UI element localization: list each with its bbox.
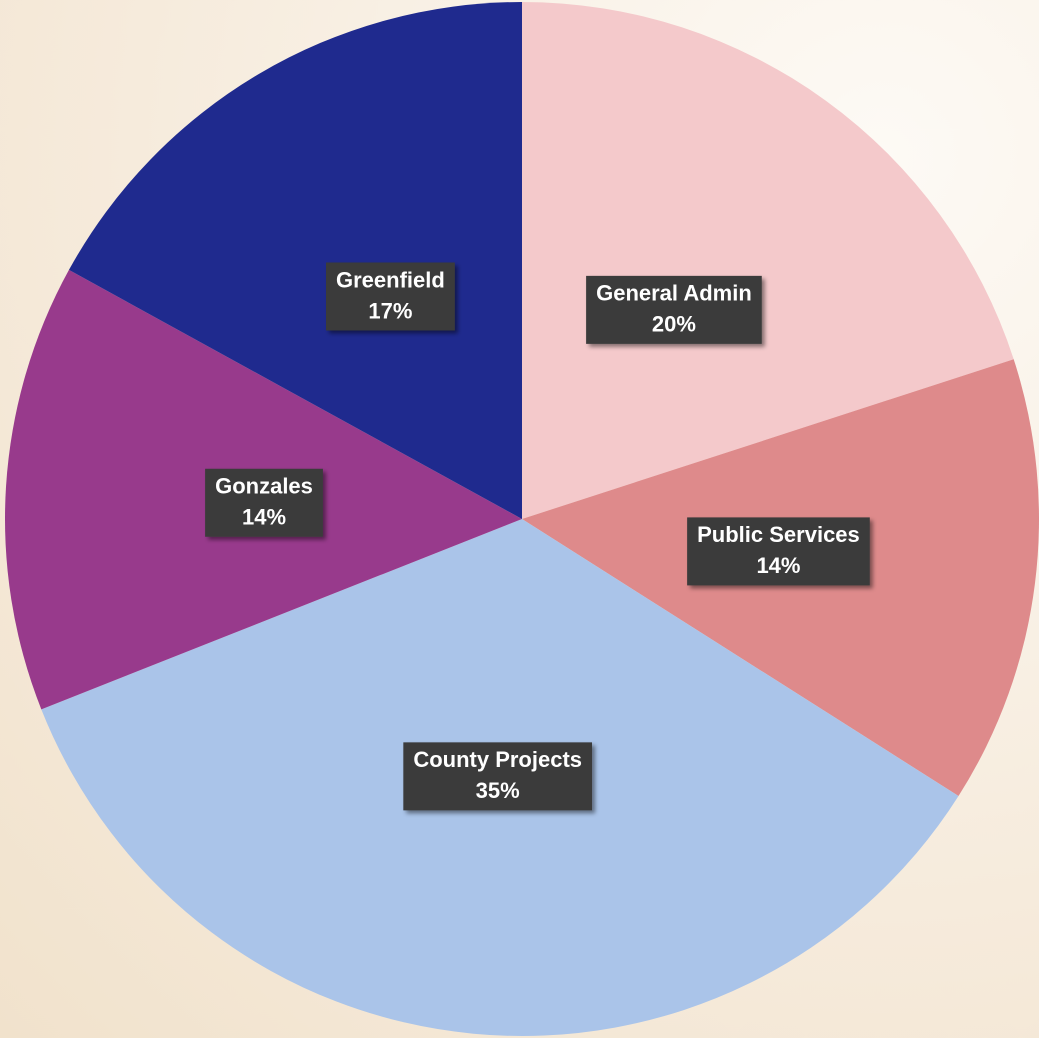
data-label: County Projects 35% [403,742,593,811]
label-value: 14% [242,505,286,530]
slices [5,2,1039,1036]
data-label: General Admin 20% [586,275,762,344]
label-category: Gonzales [215,474,313,499]
label-box [403,742,593,811]
pie-slice [522,2,1014,519]
label-category: County Projects [413,747,582,772]
label-category: Greenfield [336,267,445,292]
label-value: 35% [476,778,520,803]
label-value: 17% [368,298,412,323]
pie-slice [68,2,522,519]
data-label: Gonzales 14% [205,468,323,537]
label-box [586,275,762,344]
label-value: 14% [756,553,800,578]
labels: General Admin 20% Public Services 14% County… [205,262,870,811]
data-label: Greenfield 17% [326,262,455,331]
label-category: Public Services [697,522,860,547]
label-box [687,517,870,586]
label-box [205,468,323,537]
label-value: 20% [652,312,696,337]
data-label: Public Services 14% [687,517,870,586]
label-box [326,262,455,331]
label-category: General Admin [596,281,752,306]
